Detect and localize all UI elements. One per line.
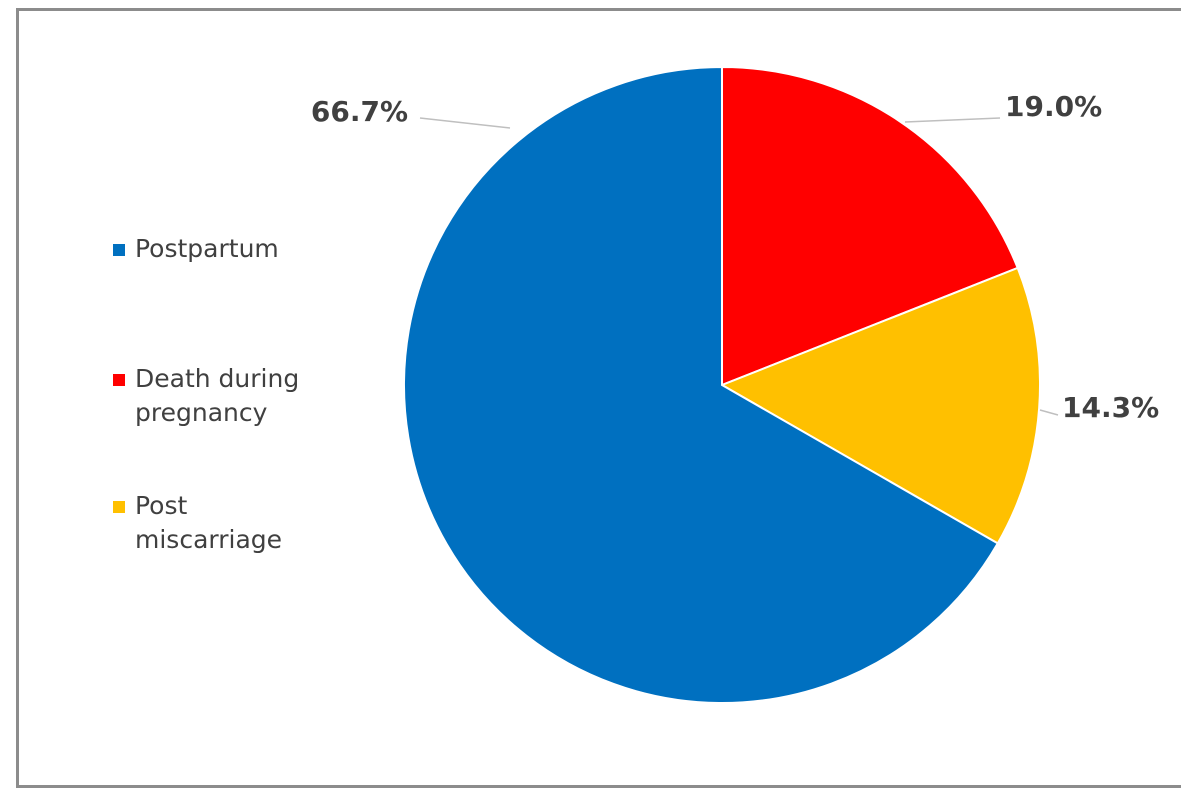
legend-item-death-during-pregnancy: Death during pregnancy — [113, 362, 333, 430]
leader-lines — [419, 117, 1059, 416]
legend-label-death-during-pregnancy: Death during pregnancy — [135, 364, 300, 427]
pie-slice-post-miscarriage — [719, 266, 1041, 545]
data-label-death-during-pregnancy: 19.0% — [1005, 90, 1102, 123]
data-label-postpartum: 66.7% — [311, 95, 408, 128]
legend-item-post-miscarriage: Post miscarriage — [113, 489, 333, 557]
legend-item-postpartum: Postpartum — [113, 232, 333, 266]
leader-line-post-miscarriage — [1039, 409, 1059, 416]
legend-label-post-miscarriage: Post miscarriage — [135, 491, 283, 554]
pie-slice-postpartum — [403, 65, 1000, 704]
legend-label-postpartum: Postpartum — [135, 234, 279, 263]
legend-swatch-postpartum — [113, 244, 125, 256]
leader-line-postpartum — [419, 117, 511, 129]
pie-slices — [403, 65, 1041, 704]
pie-slice-death-during-pregnancy — [721, 65, 1019, 387]
data-label-post-miscarriage: 14.3% — [1062, 391, 1159, 424]
data-labels: 19.0% 14.3% 66.7% — [311, 90, 1159, 424]
legend-swatch-death-during-pregnancy — [113, 374, 125, 386]
leader-line-death-during-pregnancy — [904, 117, 1001, 123]
legend-swatch-post-miscarriage — [113, 501, 125, 513]
